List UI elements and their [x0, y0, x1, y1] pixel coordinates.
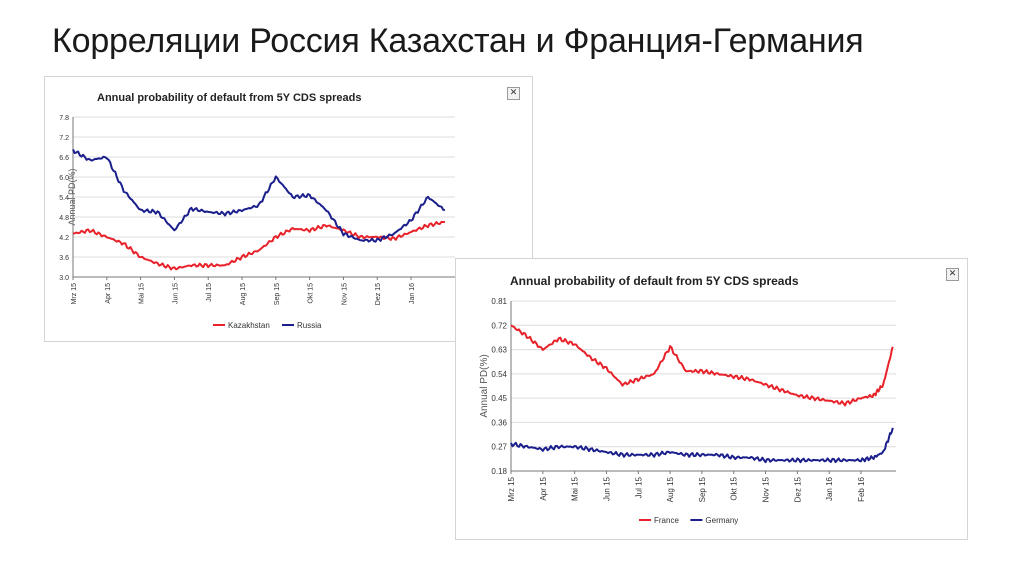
legend-label-kazakhstan: Kazakhstan — [228, 321, 270, 330]
y-tick-label: 0.81 — [491, 297, 507, 306]
x-tick-label: Okt 15 — [730, 476, 739, 500]
chart-panel-russia-kazakhstan: Annual probability of default from 5Y CD… — [44, 76, 533, 342]
y-tick-label: 3.6 — [59, 255, 69, 262]
series-line-germany — [510, 427, 894, 464]
y-tick-label: 0.72 — [491, 321, 507, 330]
x-tick-label: Jan 16 — [409, 283, 416, 304]
x-tick-label: Feb 16 — [857, 476, 866, 501]
x-tick-label: Nov 15 — [341, 283, 348, 305]
x-tick-label: Mai 15 — [139, 283, 146, 304]
x-tick-label: Okt 15 — [308, 283, 315, 304]
y-tick-label: 4.2 — [59, 235, 69, 242]
legend-label-russia: Russia — [297, 321, 322, 330]
chart-svg-russia-kazakhstan: Annual probability of default from 5Y CD… — [59, 92, 455, 330]
y-tick-label: 3.0 — [59, 275, 69, 282]
y-axis-label: Annual PD(%) — [479, 354, 490, 417]
chart-options-icon[interactable]: ✕ — [946, 268, 959, 281]
slide-title: Корреляции Россия Казахстан и Франция-Ге… — [52, 22, 864, 60]
x-tick-label: Mrz 15 — [507, 476, 516, 501]
x-tick-label: Jan 16 — [825, 476, 834, 501]
y-tick-label: 7.2 — [59, 135, 69, 142]
x-tick-label: Sep 15 — [698, 476, 707, 502]
chart-title: Annual probability of default from 5Y CD… — [510, 274, 799, 288]
legend-label-germany: Germany — [705, 516, 738, 525]
x-tick-label: Aug 15 — [240, 283, 247, 305]
y-tick-label: 0.36 — [491, 418, 507, 427]
y-tick-label: 7.8 — [59, 115, 69, 122]
chart-svg-france-germany: Annual probability of default from 5Y CD… — [479, 274, 896, 525]
y-axis-label: Annual PD(%) — [67, 168, 77, 225]
x-tick-label: Sep 15 — [274, 283, 281, 305]
chart-options-icon[interactable]: ✕ — [507, 87, 520, 100]
chart-panel-france-germany: Annual probability of default from 5Y CD… — [455, 258, 968, 540]
x-tick-label: Jun 15 — [172, 283, 179, 304]
x-tick-label: Jul 15 — [206, 283, 213, 302]
x-tick-label: Nov 15 — [762, 476, 771, 502]
series-line-kazakhstan — [72, 220, 445, 271]
y-tick-label: 0.63 — [491, 346, 507, 355]
x-tick-label: Mrz 15 — [71, 283, 78, 305]
y-tick-label: 0.45 — [491, 394, 507, 403]
chart-title: Annual probability of default from 5Y CD… — [97, 92, 361, 104]
x-tick-label: Dez 15 — [375, 283, 382, 305]
y-tick-label: 6.6 — [59, 155, 69, 162]
y-tick-label: 4.8 — [59, 215, 69, 222]
y-tick-label: 6.0 — [59, 175, 69, 182]
x-tick-label: Dez 15 — [793, 476, 802, 502]
y-tick-label: 0.18 — [491, 467, 507, 476]
series-line-france — [510, 324, 894, 407]
series-line-russia — [72, 148, 446, 243]
x-tick-label: Mai 15 — [571, 476, 580, 501]
legend-label-france: France — [654, 516, 679, 525]
y-tick-label: 0.27 — [491, 443, 507, 452]
x-tick-label: Apr 15 — [105, 283, 112, 304]
x-tick-label: Jun 15 — [602, 476, 611, 501]
y-tick-label: 0.54 — [491, 370, 507, 379]
x-tick-label: Apr 15 — [539, 476, 548, 500]
x-tick-label: Jul 15 — [634, 476, 643, 498]
x-tick-label: Aug 15 — [666, 476, 675, 502]
y-tick-label: 5.4 — [59, 195, 69, 202]
